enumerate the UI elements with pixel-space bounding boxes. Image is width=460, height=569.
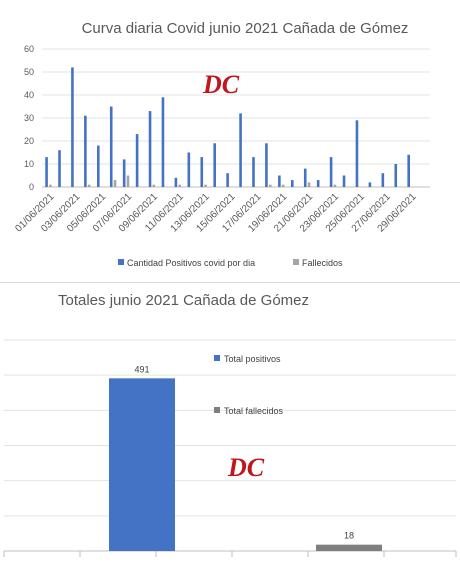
bar-positivos <box>316 180 320 187</box>
bar-positivos <box>45 157 48 187</box>
bar-positivos <box>148 111 152 187</box>
bar-positivos <box>187 152 191 187</box>
bar-fallecidos <box>49 184 52 187</box>
y-tick-label: 20 <box>24 136 34 146</box>
bar-positivos <box>265 143 268 187</box>
bar-positivos <box>200 157 204 187</box>
bar-positivos <box>97 145 100 187</box>
bar-positivos <box>394 164 398 187</box>
data-label: 18 <box>344 531 354 541</box>
bar-positivos <box>355 120 359 187</box>
bar-positivos <box>226 173 229 187</box>
daily-chart-panel: Curva diaria Covid junio 2021 Cañada de … <box>0 0 460 282</box>
bar-fallecidos <box>333 184 337 187</box>
bar-positivos <box>122 159 126 187</box>
watermark: DC <box>227 453 265 482</box>
y-tick-label: 40 <box>24 90 34 100</box>
bar-positivos <box>84 115 87 187</box>
bar-fallecidos <box>178 184 181 187</box>
bar-positivos <box>71 67 74 187</box>
bar-fallecidos <box>113 180 117 187</box>
totals-chart-panel: Totales junio 2021 Cañada de Gómez 491 18… <box>0 282 460 569</box>
legend-label-fallecidos: Fallecidos <box>302 258 343 268</box>
bar-fallecidos <box>281 184 285 187</box>
bar-positivos <box>278 175 281 187</box>
bar-positivos <box>58 150 61 187</box>
bar-positivos <box>407 154 410 187</box>
bar-positivos <box>303 168 307 187</box>
bar-positivos <box>252 157 255 187</box>
legend-swatch-positivos <box>118 259 124 265</box>
bar-positivos <box>291 180 294 187</box>
y-tick-label: 30 <box>24 113 34 123</box>
bar-fallecidos <box>152 184 156 187</box>
legend-swatch-total-positivos <box>214 355 220 361</box>
totals-chart: Totales junio 2021 Cañada de Gómez 491 18… <box>3 292 457 557</box>
legend-label-positivos: Cantidad Positivos covid por dia <box>127 258 255 268</box>
chart-title: Totales junio 2021 Cañada de Gómez <box>58 292 309 309</box>
bar-positivos <box>213 143 216 187</box>
watermark: DC <box>202 70 240 99</box>
legend-label-total-positivos: Total positivos <box>224 354 281 364</box>
y-tick-label: 10 <box>24 159 34 169</box>
bar-total-positivos <box>109 378 175 551</box>
legend-swatch-fallecidos <box>293 259 299 265</box>
daily-chart: Curva diaria Covid junio 2021 Cañada de … <box>13 20 430 268</box>
bar-fallecidos <box>307 182 311 187</box>
bar-positivos <box>342 175 346 187</box>
bar-positivos <box>368 182 372 187</box>
chart-title: Curva diaria Covid junio 2021 Cañada de … <box>82 20 409 37</box>
bar-total-fallecidos <box>316 544 382 551</box>
bar-fallecidos <box>126 175 130 187</box>
bar-positivos <box>239 113 242 187</box>
bar-fallecidos <box>204 184 207 187</box>
bar-fallecidos <box>268 184 272 187</box>
bar-positivos <box>174 177 178 187</box>
data-label: 491 <box>134 364 149 374</box>
y-tick-label: 50 <box>24 67 34 77</box>
y-tick-label: 60 <box>24 44 34 54</box>
y-tick-label: 0 <box>29 182 34 192</box>
legend-swatch-total-fallecidos <box>214 407 220 413</box>
bar-positivos <box>161 97 165 187</box>
legend-label-total-fallecidos: Total fallecidos <box>224 406 284 416</box>
bar-positivos <box>329 157 333 187</box>
bar-positivos <box>109 106 113 187</box>
bar-positivos <box>135 134 139 187</box>
bar-fallecidos <box>87 184 91 187</box>
bar-positivos <box>381 173 385 187</box>
